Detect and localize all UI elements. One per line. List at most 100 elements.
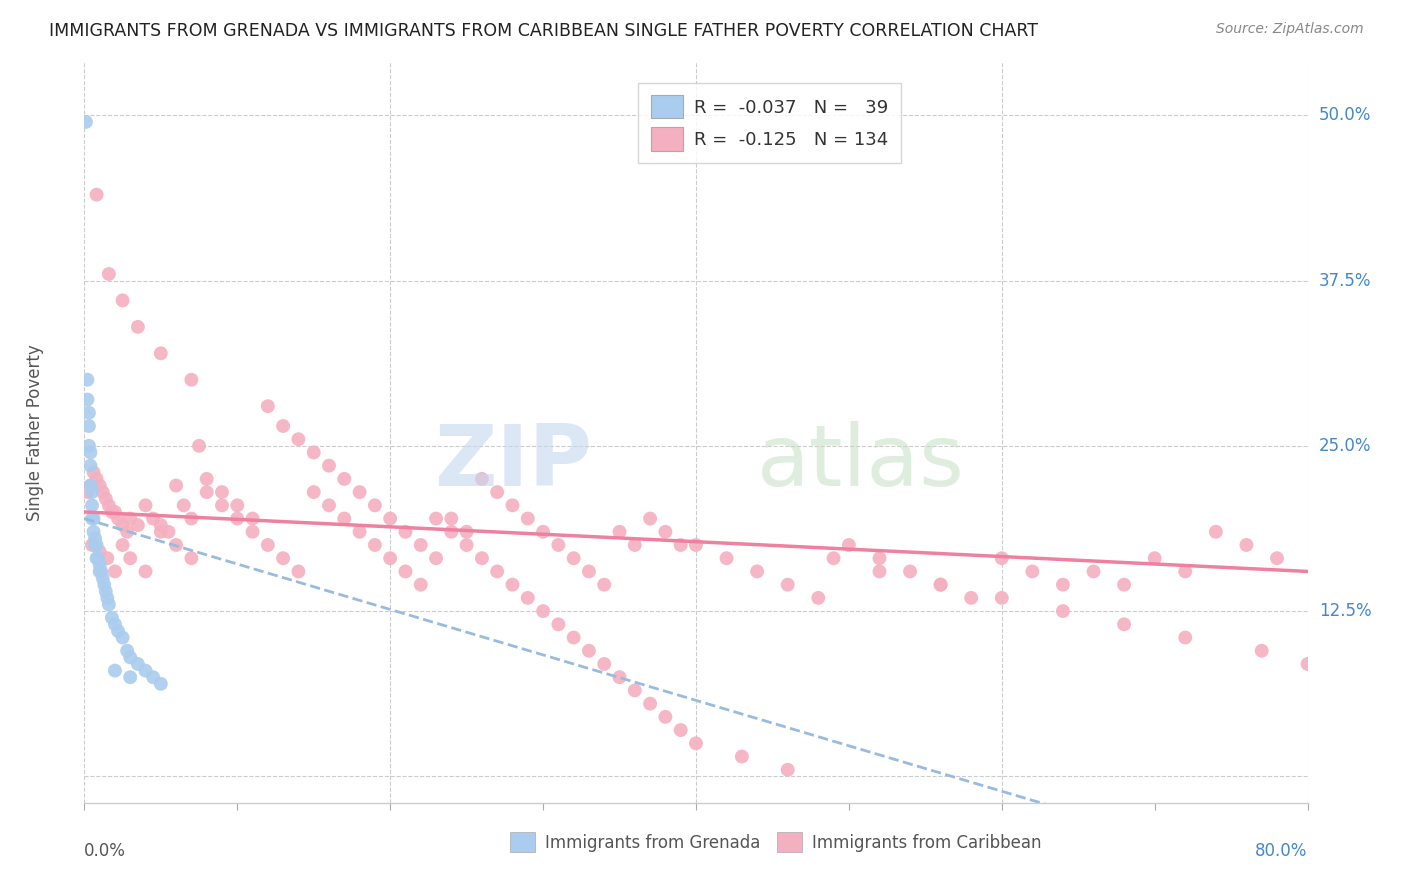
Point <box>120 670 142 684</box>
Point <box>1114 617 1136 632</box>
Point <box>89 478 111 492</box>
Point <box>97 499 120 513</box>
Point <box>991 591 1014 605</box>
Point <box>77 419 100 434</box>
Point <box>898 565 921 579</box>
Point <box>364 538 387 552</box>
Text: 50.0%: 50.0% <box>1319 106 1371 124</box>
Point <box>547 617 569 632</box>
Point <box>80 511 103 525</box>
Point <box>120 511 142 525</box>
Point <box>929 577 952 591</box>
Point <box>638 697 661 711</box>
Point <box>96 591 118 605</box>
Point <box>211 499 233 513</box>
Point <box>1114 577 1136 591</box>
Point <box>960 591 983 605</box>
Point <box>349 524 371 539</box>
Point <box>838 538 860 552</box>
Point <box>380 551 402 566</box>
Point <box>165 538 187 552</box>
Point <box>94 584 117 599</box>
Point <box>747 565 769 579</box>
Point <box>80 499 103 513</box>
Point <box>135 565 157 579</box>
Point <box>287 565 309 579</box>
Point <box>173 499 195 513</box>
Point <box>440 511 463 525</box>
Point <box>349 485 371 500</box>
Point <box>79 478 101 492</box>
Point <box>86 472 108 486</box>
Point <box>685 736 707 750</box>
Point <box>149 346 172 360</box>
Point <box>1174 565 1197 579</box>
Point <box>609 524 631 539</box>
Point <box>180 373 202 387</box>
Text: 25.0%: 25.0% <box>1319 437 1371 455</box>
Point <box>271 551 294 566</box>
Point <box>76 392 98 407</box>
Point <box>486 565 509 579</box>
Point <box>456 524 478 539</box>
Point <box>1174 631 1197 645</box>
Point <box>107 511 129 525</box>
Point <box>1265 551 1288 566</box>
Point <box>654 710 676 724</box>
Point <box>547 538 569 552</box>
FancyBboxPatch shape <box>776 832 801 852</box>
Point <box>823 551 845 566</box>
Point <box>83 511 105 525</box>
Point <box>135 499 157 513</box>
Text: atlas: atlas <box>758 421 965 504</box>
Point <box>531 604 554 618</box>
Point <box>80 485 103 500</box>
Point <box>654 524 676 539</box>
Point <box>502 577 524 591</box>
Point <box>135 664 157 678</box>
Point <box>104 565 127 579</box>
Point <box>685 538 707 552</box>
Point <box>624 683 647 698</box>
Point <box>75 115 97 129</box>
Point <box>409 577 432 591</box>
Point <box>91 485 114 500</box>
Point <box>211 485 233 500</box>
Point <box>669 538 692 552</box>
Point <box>86 187 108 202</box>
Point <box>127 657 149 671</box>
Point <box>440 524 463 539</box>
Point <box>84 538 107 552</box>
Point <box>669 723 692 737</box>
Point <box>97 598 120 612</box>
Point <box>578 565 600 579</box>
Text: 80.0%: 80.0% <box>1256 842 1308 860</box>
Point <box>149 524 172 539</box>
Point <box>242 511 264 525</box>
Point <box>87 551 110 566</box>
Point <box>79 478 101 492</box>
Text: Single Father Poverty: Single Father Poverty <box>27 344 45 521</box>
Text: Immigrants from Grenada: Immigrants from Grenada <box>544 834 761 852</box>
Point <box>425 511 447 525</box>
Point <box>333 511 356 525</box>
Point <box>97 267 120 281</box>
Point <box>120 650 142 665</box>
Text: Immigrants from Caribbean: Immigrants from Caribbean <box>813 834 1042 852</box>
Point <box>149 677 172 691</box>
Point <box>425 551 447 566</box>
Point <box>409 538 432 552</box>
Point <box>364 499 387 513</box>
Point <box>471 472 494 486</box>
Point <box>1052 604 1074 618</box>
Point <box>302 445 325 459</box>
Point <box>456 538 478 552</box>
Point <box>180 511 202 525</box>
Point <box>562 631 585 645</box>
Point <box>394 565 416 579</box>
Point <box>149 518 172 533</box>
Point <box>111 631 134 645</box>
Point <box>127 518 149 533</box>
Point <box>77 439 100 453</box>
Point <box>318 458 340 473</box>
